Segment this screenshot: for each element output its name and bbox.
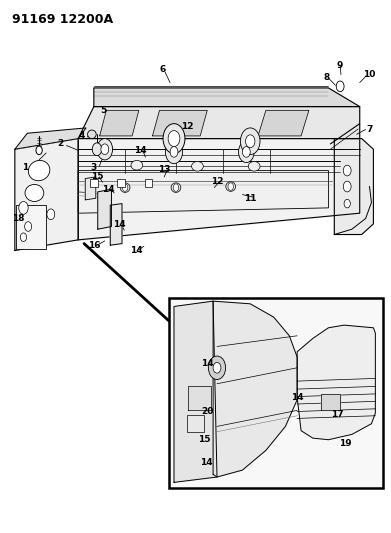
Circle shape: [170, 147, 178, 157]
Circle shape: [208, 356, 226, 379]
Text: 14: 14: [130, 246, 142, 255]
Polygon shape: [297, 325, 375, 440]
Circle shape: [36, 146, 42, 155]
Ellipse shape: [88, 130, 96, 139]
Circle shape: [213, 362, 221, 373]
Circle shape: [47, 209, 55, 220]
Text: 10: 10: [363, 70, 376, 79]
Text: 15: 15: [198, 435, 210, 444]
Circle shape: [173, 184, 179, 191]
Circle shape: [336, 81, 344, 92]
Text: 1: 1: [22, 164, 29, 172]
Text: 14: 14: [102, 185, 115, 193]
Ellipse shape: [171, 183, 181, 192]
Text: 8: 8: [323, 73, 330, 82]
Text: 6: 6: [159, 65, 165, 74]
Circle shape: [343, 165, 351, 176]
Bar: [187, 415, 204, 432]
Text: 15: 15: [91, 173, 103, 181]
Circle shape: [165, 140, 183, 164]
Polygon shape: [78, 107, 360, 139]
Circle shape: [25, 222, 32, 231]
Circle shape: [239, 141, 254, 163]
Text: 91169 12200A: 91169 12200A: [12, 13, 113, 26]
Polygon shape: [94, 88, 360, 107]
Circle shape: [246, 135, 255, 148]
Polygon shape: [174, 301, 217, 482]
Text: 2: 2: [57, 140, 64, 148]
Polygon shape: [110, 204, 122, 245]
Circle shape: [92, 143, 102, 156]
Polygon shape: [85, 177, 96, 200]
Polygon shape: [213, 301, 297, 477]
Polygon shape: [152, 110, 207, 136]
Text: 14: 14: [201, 359, 213, 368]
Polygon shape: [15, 128, 86, 149]
Polygon shape: [100, 110, 139, 136]
Polygon shape: [78, 171, 328, 213]
Circle shape: [168, 131, 180, 147]
Ellipse shape: [131, 160, 143, 170]
Bar: [117, 179, 125, 187]
Text: 14: 14: [113, 221, 126, 229]
Circle shape: [228, 183, 233, 190]
Polygon shape: [258, 110, 309, 136]
Ellipse shape: [248, 161, 260, 171]
Text: 11: 11: [244, 194, 256, 203]
Text: 14: 14: [291, 393, 303, 401]
Polygon shape: [98, 189, 111, 229]
Polygon shape: [188, 386, 211, 410]
Text: 14: 14: [134, 146, 146, 155]
Text: 17: 17: [331, 410, 343, 419]
Text: 16: 16: [88, 241, 101, 249]
Circle shape: [122, 184, 128, 191]
Text: 12: 12: [211, 177, 223, 185]
Circle shape: [240, 128, 260, 155]
Circle shape: [97, 139, 113, 160]
Polygon shape: [15, 139, 78, 251]
Ellipse shape: [29, 160, 50, 181]
Polygon shape: [321, 394, 340, 410]
Polygon shape: [334, 139, 373, 235]
Circle shape: [344, 199, 350, 208]
Ellipse shape: [192, 161, 203, 171]
Bar: [90, 179, 98, 187]
Text: 7: 7: [366, 125, 373, 134]
Ellipse shape: [226, 182, 235, 191]
Circle shape: [163, 124, 185, 154]
Text: 3: 3: [91, 164, 97, 172]
Text: 12: 12: [181, 122, 194, 131]
Text: 4: 4: [79, 132, 85, 140]
Circle shape: [19, 201, 28, 214]
Text: 9: 9: [336, 61, 343, 69]
Text: 14: 14: [200, 458, 213, 466]
Ellipse shape: [120, 183, 130, 192]
Text: 19: 19: [339, 439, 351, 448]
Text: 5: 5: [100, 106, 107, 115]
Circle shape: [101, 144, 109, 155]
Bar: [16, 205, 46, 249]
Bar: [169, 298, 383, 488]
Text: 13: 13: [158, 165, 170, 174]
Circle shape: [343, 181, 351, 192]
Polygon shape: [78, 139, 360, 240]
Circle shape: [242, 147, 250, 157]
Text: 18: 18: [13, 214, 25, 223]
Text: 20: 20: [201, 407, 213, 416]
Circle shape: [20, 233, 27, 241]
Ellipse shape: [25, 184, 44, 201]
Bar: [145, 179, 152, 187]
